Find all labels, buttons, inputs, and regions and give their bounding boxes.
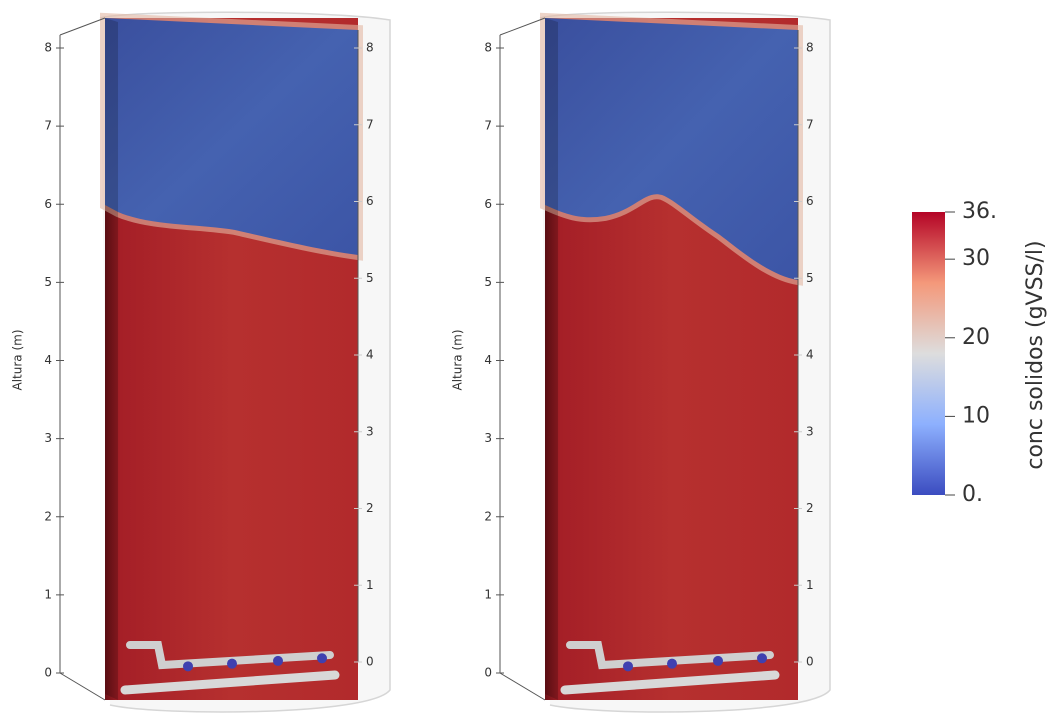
- y-tick-label: 7: [366, 117, 374, 131]
- colorbar-tick-label: 10: [962, 403, 990, 428]
- panel: 0 0 1 1 2 2 3 3 4 4 5 5 6 6 7 7 8 8 Altura (m): [451, 11, 831, 713]
- y-tick-label: 5: [806, 271, 814, 285]
- pipe: [120, 670, 340, 695]
- y-tick-label: 4: [366, 348, 374, 362]
- y-tick-label: 0: [484, 666, 492, 680]
- y-tick-label: 1: [484, 587, 492, 601]
- y-tick-label: 1: [366, 578, 374, 592]
- y-tick-label: 1: [44, 587, 52, 601]
- nozzle: [667, 658, 677, 669]
- y-tick-label: 0: [44, 666, 52, 680]
- y-tick-label: 0: [806, 655, 814, 669]
- y-tick-label: 5: [484, 275, 492, 289]
- colorbar: [912, 212, 945, 495]
- nozzle: [227, 658, 237, 669]
- y-tick-label: 7: [44, 119, 52, 133]
- y-tick-label: 2: [484, 509, 492, 523]
- colorbar-tick-label: 30: [962, 246, 990, 271]
- y-tick-label: 4: [484, 353, 492, 367]
- y-tick-label: 2: [366, 501, 374, 515]
- colorbar-title: conc solidos (gVSS/l): [1023, 240, 1048, 469]
- pipe: [566, 641, 774, 670]
- nozzle: [273, 655, 283, 666]
- y-tick-label: 1: [806, 578, 814, 592]
- y-tick-label: 2: [44, 509, 52, 523]
- axis-label: Altura (m): [11, 329, 25, 390]
- y-tick-label: 6: [44, 197, 52, 211]
- body-edge: [105, 18, 118, 700]
- clear-region: [545, 18, 798, 280]
- colorbar-tick-label: 0.: [962, 482, 983, 507]
- y-tick-label: 6: [366, 194, 374, 208]
- y-tick-label: 5: [366, 271, 374, 285]
- nozzle: [713, 655, 723, 666]
- nozzle: [183, 661, 193, 672]
- y-tick-label: 7: [484, 119, 492, 133]
- y-tick-label: 5: [44, 275, 52, 289]
- y-tick-label: 8: [806, 41, 814, 55]
- nozzle: [317, 653, 327, 664]
- pipe: [126, 641, 334, 670]
- y-tick-label: 8: [44, 41, 52, 55]
- y-tick-label: 7: [806, 117, 814, 131]
- nozzle: [757, 653, 767, 664]
- colorbar-tick-label: 20: [962, 325, 990, 350]
- pipe: [560, 670, 780, 695]
- y-tick-label: 4: [44, 353, 52, 367]
- y-tick-label: 3: [366, 424, 374, 438]
- y-tick-label: 6: [484, 197, 492, 211]
- panel: 0 0 1 1 2 2 3 3 4 4 5 5 6 6 7 7 8 8 Altura (m): [11, 11, 391, 713]
- y-tick-label: 3: [806, 424, 814, 438]
- y-tick-label: 8: [484, 41, 492, 55]
- y-tick-label: 3: [44, 431, 52, 445]
- nozzle: [623, 661, 633, 672]
- body-edge: [545, 18, 558, 700]
- y-tick-label: 6: [806, 194, 814, 208]
- clear-region: [105, 18, 358, 255]
- axis-label: Altura (m): [451, 329, 465, 390]
- y-tick-label: 2: [806, 501, 814, 515]
- y-tick-label: 3: [484, 431, 492, 445]
- y-tick-label: 4: [806, 348, 814, 362]
- colorbar-tick-label: 36.: [962, 199, 997, 224]
- y-tick-label: 0: [366, 655, 374, 669]
- y-tick-label: 8: [366, 41, 374, 55]
